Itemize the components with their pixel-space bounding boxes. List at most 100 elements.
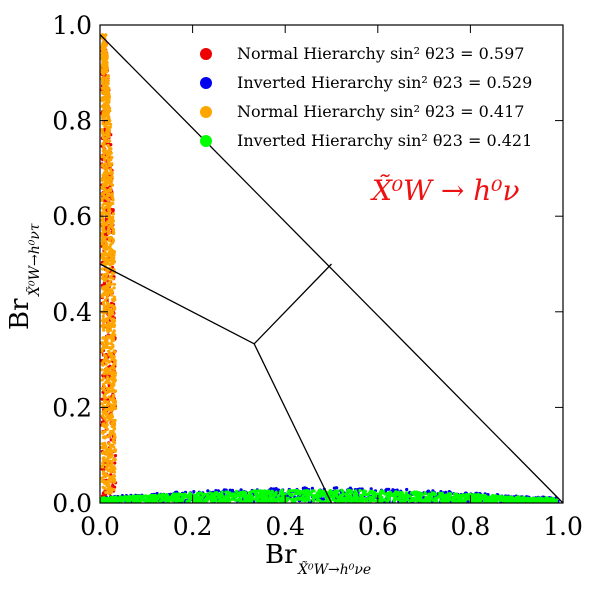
x-axis-label-subscript: X̃⁰W→h⁰νe xyxy=(297,560,371,578)
series-point xyxy=(109,328,113,332)
series-point xyxy=(106,469,110,473)
series-point xyxy=(101,287,105,291)
legend-label: Normal Hierarchy sin² θ23 = 0.597 xyxy=(237,44,524,63)
series-point xyxy=(453,499,457,503)
series-point xyxy=(396,497,400,502)
series-point xyxy=(346,497,350,501)
series-point xyxy=(104,108,108,112)
series-point xyxy=(340,499,344,503)
series-point xyxy=(399,490,403,495)
series-point xyxy=(310,486,314,490)
series-point xyxy=(189,496,193,500)
series-point xyxy=(158,499,162,503)
series-point xyxy=(260,497,264,501)
series-point xyxy=(106,334,110,338)
series-point xyxy=(205,492,209,496)
series-point xyxy=(107,245,111,249)
series-point xyxy=(106,496,110,500)
series-point xyxy=(100,361,104,365)
series-point xyxy=(105,201,109,205)
series-point xyxy=(218,493,222,497)
series-point xyxy=(109,489,114,493)
series-point xyxy=(444,490,448,494)
legend-label: Inverted Hierarchy sin² θ23 = 0.421 xyxy=(237,131,532,150)
series-point xyxy=(110,357,114,362)
series-point xyxy=(239,488,243,492)
series-point xyxy=(102,225,106,229)
series-point xyxy=(112,373,116,377)
series-point xyxy=(120,496,124,500)
series-point xyxy=(103,339,107,344)
legend-marker xyxy=(200,77,212,89)
series-point xyxy=(244,498,248,502)
series-point xyxy=(402,495,406,499)
series-point xyxy=(107,483,111,487)
series-point xyxy=(188,491,192,495)
series-point xyxy=(103,410,108,414)
series-point xyxy=(455,500,459,503)
series-point xyxy=(328,489,332,494)
series-point xyxy=(110,408,115,412)
series-point xyxy=(101,435,106,439)
series-point xyxy=(462,493,466,498)
series-point xyxy=(102,463,106,467)
series-point xyxy=(110,366,114,370)
chart-annotation: X̃⁰W → h⁰ν xyxy=(370,174,519,207)
series-point xyxy=(108,372,112,376)
series-point xyxy=(106,479,110,483)
series-point xyxy=(103,487,107,491)
series-point xyxy=(108,250,112,254)
series-point xyxy=(307,498,312,502)
series-point xyxy=(112,426,116,430)
series-point xyxy=(276,494,280,498)
series-point xyxy=(168,496,173,500)
series-point xyxy=(431,498,435,502)
series-point xyxy=(290,492,294,497)
series-point xyxy=(102,444,106,448)
series-point xyxy=(106,157,110,161)
series-point xyxy=(366,492,370,497)
series-point xyxy=(110,241,114,245)
legend-label: Normal Hierarchy sin² θ23 = 0.417 xyxy=(237,102,524,121)
series-point xyxy=(100,212,104,216)
series-point xyxy=(101,136,105,140)
series-point xyxy=(105,168,109,172)
series-point xyxy=(289,497,294,501)
series-point xyxy=(399,499,403,503)
series-point xyxy=(102,52,106,56)
series-point xyxy=(112,349,116,353)
series-point xyxy=(104,426,108,430)
series-point xyxy=(106,79,110,83)
series-point xyxy=(107,198,111,202)
series-point xyxy=(423,492,427,496)
series-point xyxy=(105,245,109,249)
series-point xyxy=(354,500,358,503)
series-point xyxy=(108,304,112,308)
series-point xyxy=(105,154,109,158)
series-point xyxy=(324,500,328,503)
series-point xyxy=(303,491,307,495)
x-axis-label: Br X̃⁰W→h⁰νe xyxy=(265,540,371,578)
series-point xyxy=(256,499,261,503)
series-point xyxy=(102,158,107,162)
series-point xyxy=(536,497,540,501)
y-axis-label-main: Br xyxy=(5,298,35,330)
series-point xyxy=(349,498,354,502)
series-point xyxy=(136,499,140,503)
series-point xyxy=(302,497,306,501)
series-point xyxy=(463,497,468,501)
series-point xyxy=(258,494,263,499)
series-point xyxy=(100,76,104,80)
series-point xyxy=(100,57,104,61)
series-point xyxy=(271,496,275,501)
series-point xyxy=(104,217,109,221)
series-point xyxy=(228,488,232,492)
series-point xyxy=(105,83,109,87)
series-point xyxy=(185,499,189,503)
series-point xyxy=(274,487,278,491)
series-point xyxy=(474,493,478,497)
series-point xyxy=(106,487,110,491)
series-point xyxy=(108,164,112,168)
series-point xyxy=(333,491,337,495)
